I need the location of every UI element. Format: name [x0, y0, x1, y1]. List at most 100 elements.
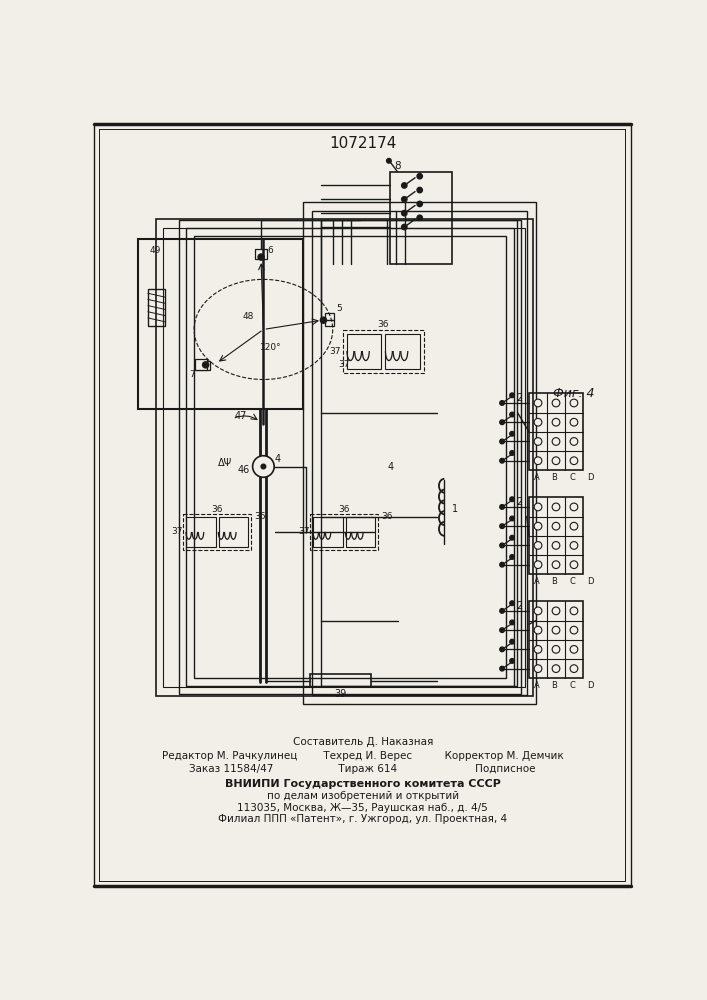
- Circle shape: [570, 646, 578, 653]
- Bar: [310, 514, 378, 550]
- Text: 36: 36: [381, 512, 392, 521]
- Text: 120°: 120°: [260, 343, 282, 352]
- Circle shape: [534, 503, 542, 511]
- Circle shape: [387, 158, 391, 163]
- Bar: [346, 517, 375, 547]
- Text: 2: 2: [517, 497, 523, 507]
- Bar: [346, 334, 381, 369]
- Bar: [529, 497, 583, 574]
- Circle shape: [534, 607, 542, 615]
- Text: 6: 6: [267, 246, 273, 255]
- Bar: [390, 172, 452, 264]
- Text: 4: 4: [387, 462, 394, 472]
- Bar: [156, 219, 533, 696]
- Text: 36: 36: [211, 505, 223, 514]
- Circle shape: [510, 620, 515, 625]
- Text: C: C: [569, 577, 575, 586]
- Text: 49: 49: [150, 246, 161, 255]
- Bar: [195, 359, 207, 370]
- Circle shape: [417, 187, 422, 193]
- Circle shape: [570, 457, 578, 465]
- Text: A: A: [534, 577, 539, 586]
- Circle shape: [534, 522, 542, 530]
- Circle shape: [552, 542, 560, 549]
- Bar: [325, 312, 334, 326]
- Circle shape: [500, 524, 504, 528]
- Circle shape: [402, 210, 407, 216]
- Text: D: D: [587, 681, 594, 690]
- Circle shape: [510, 516, 515, 521]
- Circle shape: [552, 522, 560, 530]
- Circle shape: [552, 626, 560, 634]
- Bar: [529, 393, 583, 470]
- Circle shape: [570, 607, 578, 615]
- Bar: [303, 202, 536, 704]
- Circle shape: [500, 609, 504, 613]
- Text: 37: 37: [329, 347, 341, 356]
- Circle shape: [500, 505, 504, 509]
- Text: C: C: [569, 681, 575, 690]
- Circle shape: [500, 458, 504, 463]
- Circle shape: [510, 535, 515, 540]
- Text: 48: 48: [243, 312, 254, 321]
- Circle shape: [510, 451, 515, 455]
- Circle shape: [534, 399, 542, 407]
- Circle shape: [534, 418, 542, 426]
- Text: 37: 37: [298, 527, 310, 536]
- Circle shape: [570, 438, 578, 445]
- Circle shape: [500, 628, 504, 632]
- Text: 1072174: 1072174: [329, 136, 397, 151]
- Circle shape: [534, 561, 542, 569]
- Circle shape: [500, 666, 504, 671]
- Circle shape: [500, 562, 504, 567]
- Text: B: B: [551, 681, 557, 690]
- Circle shape: [417, 201, 422, 207]
- Bar: [218, 517, 248, 547]
- Text: 2: 2: [517, 393, 523, 403]
- Text: 8: 8: [394, 161, 401, 171]
- Circle shape: [534, 626, 542, 634]
- Text: A: A: [534, 473, 539, 482]
- Circle shape: [500, 420, 504, 425]
- Circle shape: [570, 542, 578, 549]
- Circle shape: [570, 418, 578, 426]
- Bar: [343, 330, 423, 373]
- Text: ВНИИПИ Государственного комитета СССР: ВНИИПИ Государственного комитета СССР: [225, 779, 501, 789]
- Text: Заказ 11584/47                    Тираж 614                        Подписное: Заказ 11584/47 Тираж 614 Подписное: [189, 764, 536, 774]
- Text: D: D: [587, 473, 594, 482]
- Circle shape: [510, 659, 515, 663]
- Circle shape: [252, 456, 274, 477]
- Circle shape: [552, 607, 560, 615]
- Bar: [312, 211, 527, 695]
- Bar: [385, 334, 420, 369]
- Text: 113035, Москва, Ж—35, Раушская наб., д. 4/5: 113035, Москва, Ж—35, Раушская наб., д. …: [238, 803, 488, 813]
- Text: 37: 37: [339, 360, 350, 369]
- Bar: [310, 674, 371, 687]
- Circle shape: [417, 215, 422, 220]
- Bar: [529, 601, 583, 678]
- Text: 1: 1: [452, 504, 458, 514]
- Circle shape: [500, 647, 504, 652]
- Circle shape: [417, 174, 422, 179]
- Circle shape: [570, 399, 578, 407]
- Text: по делам изобретений и открытий: по делам изобретений и открытий: [267, 791, 459, 801]
- Circle shape: [552, 438, 560, 445]
- Text: 47: 47: [234, 411, 247, 421]
- Bar: [321, 220, 518, 686]
- Circle shape: [552, 646, 560, 653]
- Text: 4: 4: [274, 454, 280, 464]
- Text: 36: 36: [254, 512, 265, 521]
- Text: 36: 36: [377, 320, 388, 329]
- Circle shape: [510, 393, 515, 398]
- Bar: [179, 220, 521, 694]
- Bar: [163, 228, 525, 687]
- Bar: [194, 235, 506, 678]
- Bar: [183, 514, 251, 550]
- Bar: [138, 239, 303, 409]
- Text: 39: 39: [334, 689, 346, 699]
- Circle shape: [570, 665, 578, 672]
- Bar: [187, 228, 514, 686]
- Text: Филиал ППП «Патент», г. Ужгород, ул. Проектная, 4: Филиал ППП «Патент», г. Ужгород, ул. Про…: [218, 814, 508, 824]
- Text: Редактор М. Рачкулинец        Техред И. Верес          Корректор М. Демчик: Редактор М. Рачкулинец Техред И. Верес К…: [162, 751, 563, 761]
- Circle shape: [552, 399, 560, 407]
